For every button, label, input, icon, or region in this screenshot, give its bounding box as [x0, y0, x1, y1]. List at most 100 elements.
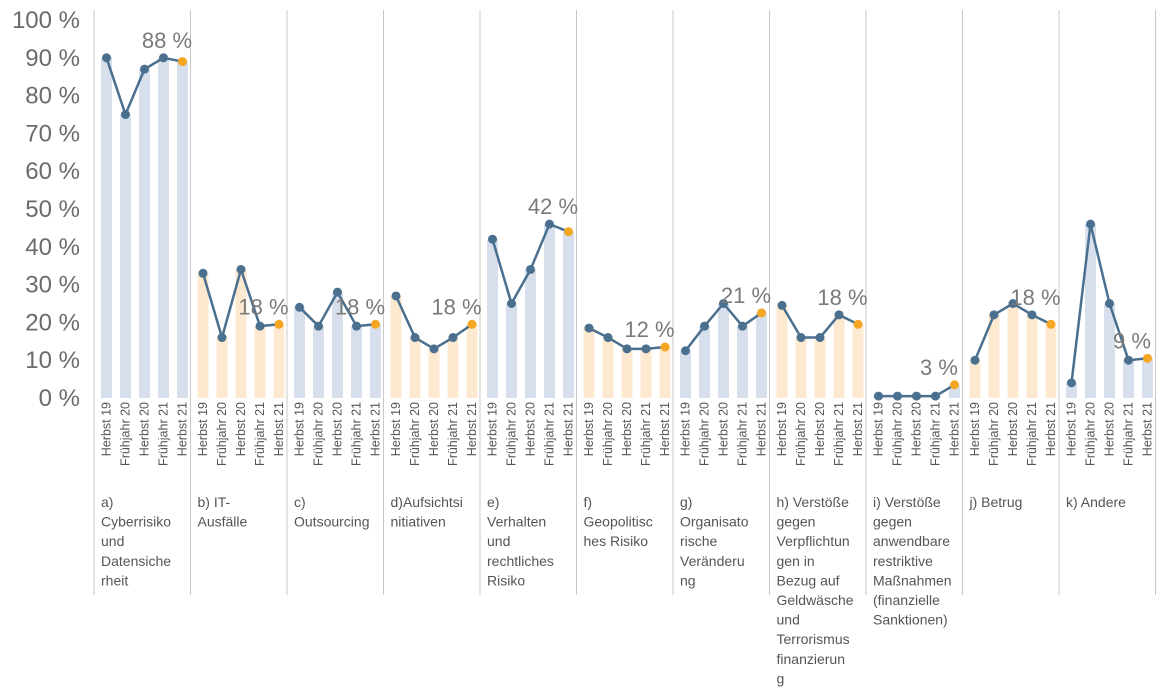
bar: [1026, 314, 1038, 398]
data-label: 42 %: [528, 194, 578, 219]
bar: [466, 324, 478, 398]
x-tick-label: Herbst 20: [524, 402, 538, 456]
bar: [659, 346, 671, 398]
marker: [1008, 299, 1018, 308]
bar: [332, 292, 343, 398]
data-label: 3 %: [920, 355, 958, 380]
marker: [545, 219, 554, 229]
group-label-line: h) Verstöße: [777, 494, 850, 510]
marker: [796, 333, 806, 343]
group-label-line: Geldwäsche: [777, 592, 854, 608]
group-label-line: Maßnahmen: [873, 572, 952, 588]
x-tick-label: Herbst 19: [582, 402, 596, 456]
group-label-line: hes Risiko: [584, 533, 649, 549]
marker-latest: [757, 308, 766, 318]
x-tick-label: Herbst 20: [1006, 402, 1020, 456]
x-tick-label: Frühjahr 21: [1122, 402, 1136, 466]
marker: [700, 321, 709, 331]
marker: [295, 302, 304, 312]
bar: [216, 337, 228, 398]
marker-latest: [853, 319, 863, 329]
x-tick-label: Herbst 21: [465, 402, 479, 456]
x-tick-labels: Herbst 19 Frühjahr 20 Herbst 20 Frühjahr 21…: [100, 402, 1155, 466]
bar: [1007, 303, 1019, 398]
marker: [893, 391, 902, 401]
bar: [1085, 224, 1096, 398]
x-tick-label: Herbst 20: [427, 402, 441, 456]
data-label: 12 %: [624, 317, 674, 342]
group-label-line: i) Verstöße: [873, 494, 941, 510]
x-tick-label: Herbst 19: [196, 402, 210, 456]
group-label-line: nitiativen: [391, 514, 446, 530]
group-label-line: Sanktionen): [873, 612, 948, 628]
marker: [874, 391, 883, 401]
marker-latest: [178, 57, 187, 67]
x-tick-label: Herbst 19: [293, 402, 307, 456]
group-label-line: rechtliches: [487, 553, 554, 569]
x-tick-label: Herbst 20: [234, 402, 248, 456]
data-label: 18 %: [431, 294, 481, 319]
group-label-line: und: [777, 612, 800, 628]
x-tick-label: Herbst 21: [755, 402, 769, 456]
bar: [1045, 324, 1057, 398]
marker: [333, 287, 342, 297]
markers-layer: [102, 53, 1152, 401]
bar: [351, 326, 362, 398]
marker: [912, 391, 921, 401]
bar: [852, 324, 864, 398]
x-tick-label: Frühjahr 21: [1025, 402, 1039, 466]
marker: [159, 53, 168, 63]
marker: [603, 333, 613, 343]
data-label: 88 %: [142, 28, 192, 53]
x-tick-label: Herbst 19: [1065, 402, 1079, 456]
bar: [294, 307, 305, 398]
y-tick-label: 30 %: [25, 272, 80, 299]
marker: [641, 344, 651, 354]
bar: [101, 57, 112, 399]
x-tick-label: Frühjahr 21: [832, 402, 846, 466]
marker: [102, 53, 111, 63]
y-axis: 0 % 10 % 20 % 30 % 40 % 50 % 60 % 70 % 80 % 90 % 1…: [12, 7, 80, 412]
x-tick-label: Herbst 19: [100, 402, 114, 456]
bar: [525, 269, 536, 398]
group-label-line: rheit: [101, 572, 128, 588]
group-label-line: f): [584, 494, 593, 510]
marker: [834, 310, 844, 320]
marker: [970, 355, 980, 365]
bar: [1142, 358, 1153, 398]
bar: [506, 303, 517, 398]
marker: [429, 344, 439, 354]
x-tick-label: Herbst 21: [176, 402, 190, 456]
bar: [563, 231, 574, 398]
marker: [140, 64, 149, 74]
bar: [699, 326, 710, 398]
group-label-line: ng: [680, 572, 696, 588]
x-tick-label: Herbst 21: [1044, 402, 1058, 456]
marker-latest: [660, 342, 670, 352]
x-tick-label: Herbst 19: [679, 402, 693, 456]
marker: [410, 333, 420, 343]
group-label-line: j) Betrug: [969, 494, 1023, 510]
bar: [583, 328, 595, 398]
group-label-line: Verhalten: [487, 514, 546, 530]
x-tick-label: Herbst 19: [389, 402, 403, 456]
marker: [217, 333, 227, 343]
marker: [507, 299, 516, 308]
x-tick-label: Herbst 19: [775, 402, 789, 456]
group-label-line: a): [101, 494, 113, 510]
bar: [313, 326, 324, 398]
group-label-line: rische: [680, 533, 718, 549]
y-tick-label: 100 %: [12, 7, 80, 34]
bar: [640, 348, 652, 398]
bar: [447, 337, 459, 398]
group-label-line: g): [680, 494, 692, 510]
x-tick-label: Herbst 19: [486, 402, 500, 456]
x-tick-label: Herbst 21: [1141, 402, 1155, 456]
x-tick-label: Frühjahr 20: [119, 402, 133, 466]
data-label: 21 %: [721, 283, 771, 308]
marker: [738, 321, 747, 331]
group-label-line: Verpflichtun: [777, 533, 850, 549]
group-label-line: c): [294, 494, 306, 510]
bar: [1104, 303, 1115, 398]
marker: [815, 333, 825, 343]
